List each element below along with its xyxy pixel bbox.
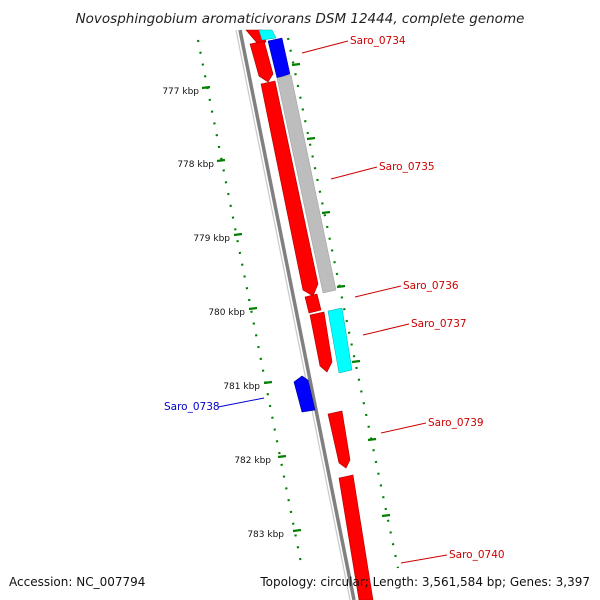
gene-label-saro-0740: Saro_0740: [449, 549, 505, 561]
tick-label: 779 kbp: [193, 234, 230, 244]
cds-feature: [338, 474, 374, 600]
rna-feature: [258, 29, 277, 41]
gene-labels: Saro_0734 Saro_0735 Saro_0736 Saro_0737 …: [164, 35, 505, 561]
gene-label-saro-0736: Saro_0736: [403, 280, 459, 292]
forward-strand-features: [245, 29, 374, 600]
cds-feature: [304, 293, 322, 314]
genome-title: Novosphingobium aromaticivorans DSM 1244…: [76, 11, 525, 27]
backbone-ring: [238, 29, 356, 600]
tick-label: 778 kbp: [177, 160, 214, 170]
genome-summary-text: Topology: circular; Length: 3,561,584 bp…: [259, 575, 590, 589]
backbone-ring-shadow: [235, 29, 351, 600]
cds-feature: [260, 80, 319, 297]
tick-label: 780 kbp: [208, 308, 245, 318]
cds-feature: [309, 311, 333, 373]
outer-major-ticks: [291, 62, 391, 518]
gene-label-saro-0738: Saro_0738: [164, 401, 220, 413]
gene-label-saro-0737: Saro_0737: [411, 318, 467, 330]
misc-feature: [267, 37, 291, 79]
gene-label-leaders: [217, 40, 448, 564]
accession-text: Accession: NC_007794: [9, 575, 145, 589]
tick-label: 781 kbp: [223, 382, 260, 392]
tick-label: 777 kbp: [162, 87, 199, 97]
cds-feature: [327, 410, 351, 469]
rna-feature: [327, 307, 353, 374]
outer-strand-features: [258, 29, 353, 374]
tick-label: 782 kbp: [234, 456, 271, 466]
gene-label-saro-0734: Saro_0734: [350, 35, 406, 47]
inner-major-ticks: [201, 85, 302, 533]
reverse-cds-feature: [293, 375, 316, 413]
tick-label: 783 kbp: [247, 530, 284, 540]
misc-feature: [276, 74, 337, 294]
gene-label-saro-0735: Saro_0735: [379, 161, 435, 173]
tick-labels: 777 kbp 778 kbp 779 kbp 780 kbp 781 kbp …: [162, 87, 284, 540]
gene-label-saro-0739: Saro_0739: [428, 417, 484, 429]
cds-feature: [249, 40, 274, 83]
